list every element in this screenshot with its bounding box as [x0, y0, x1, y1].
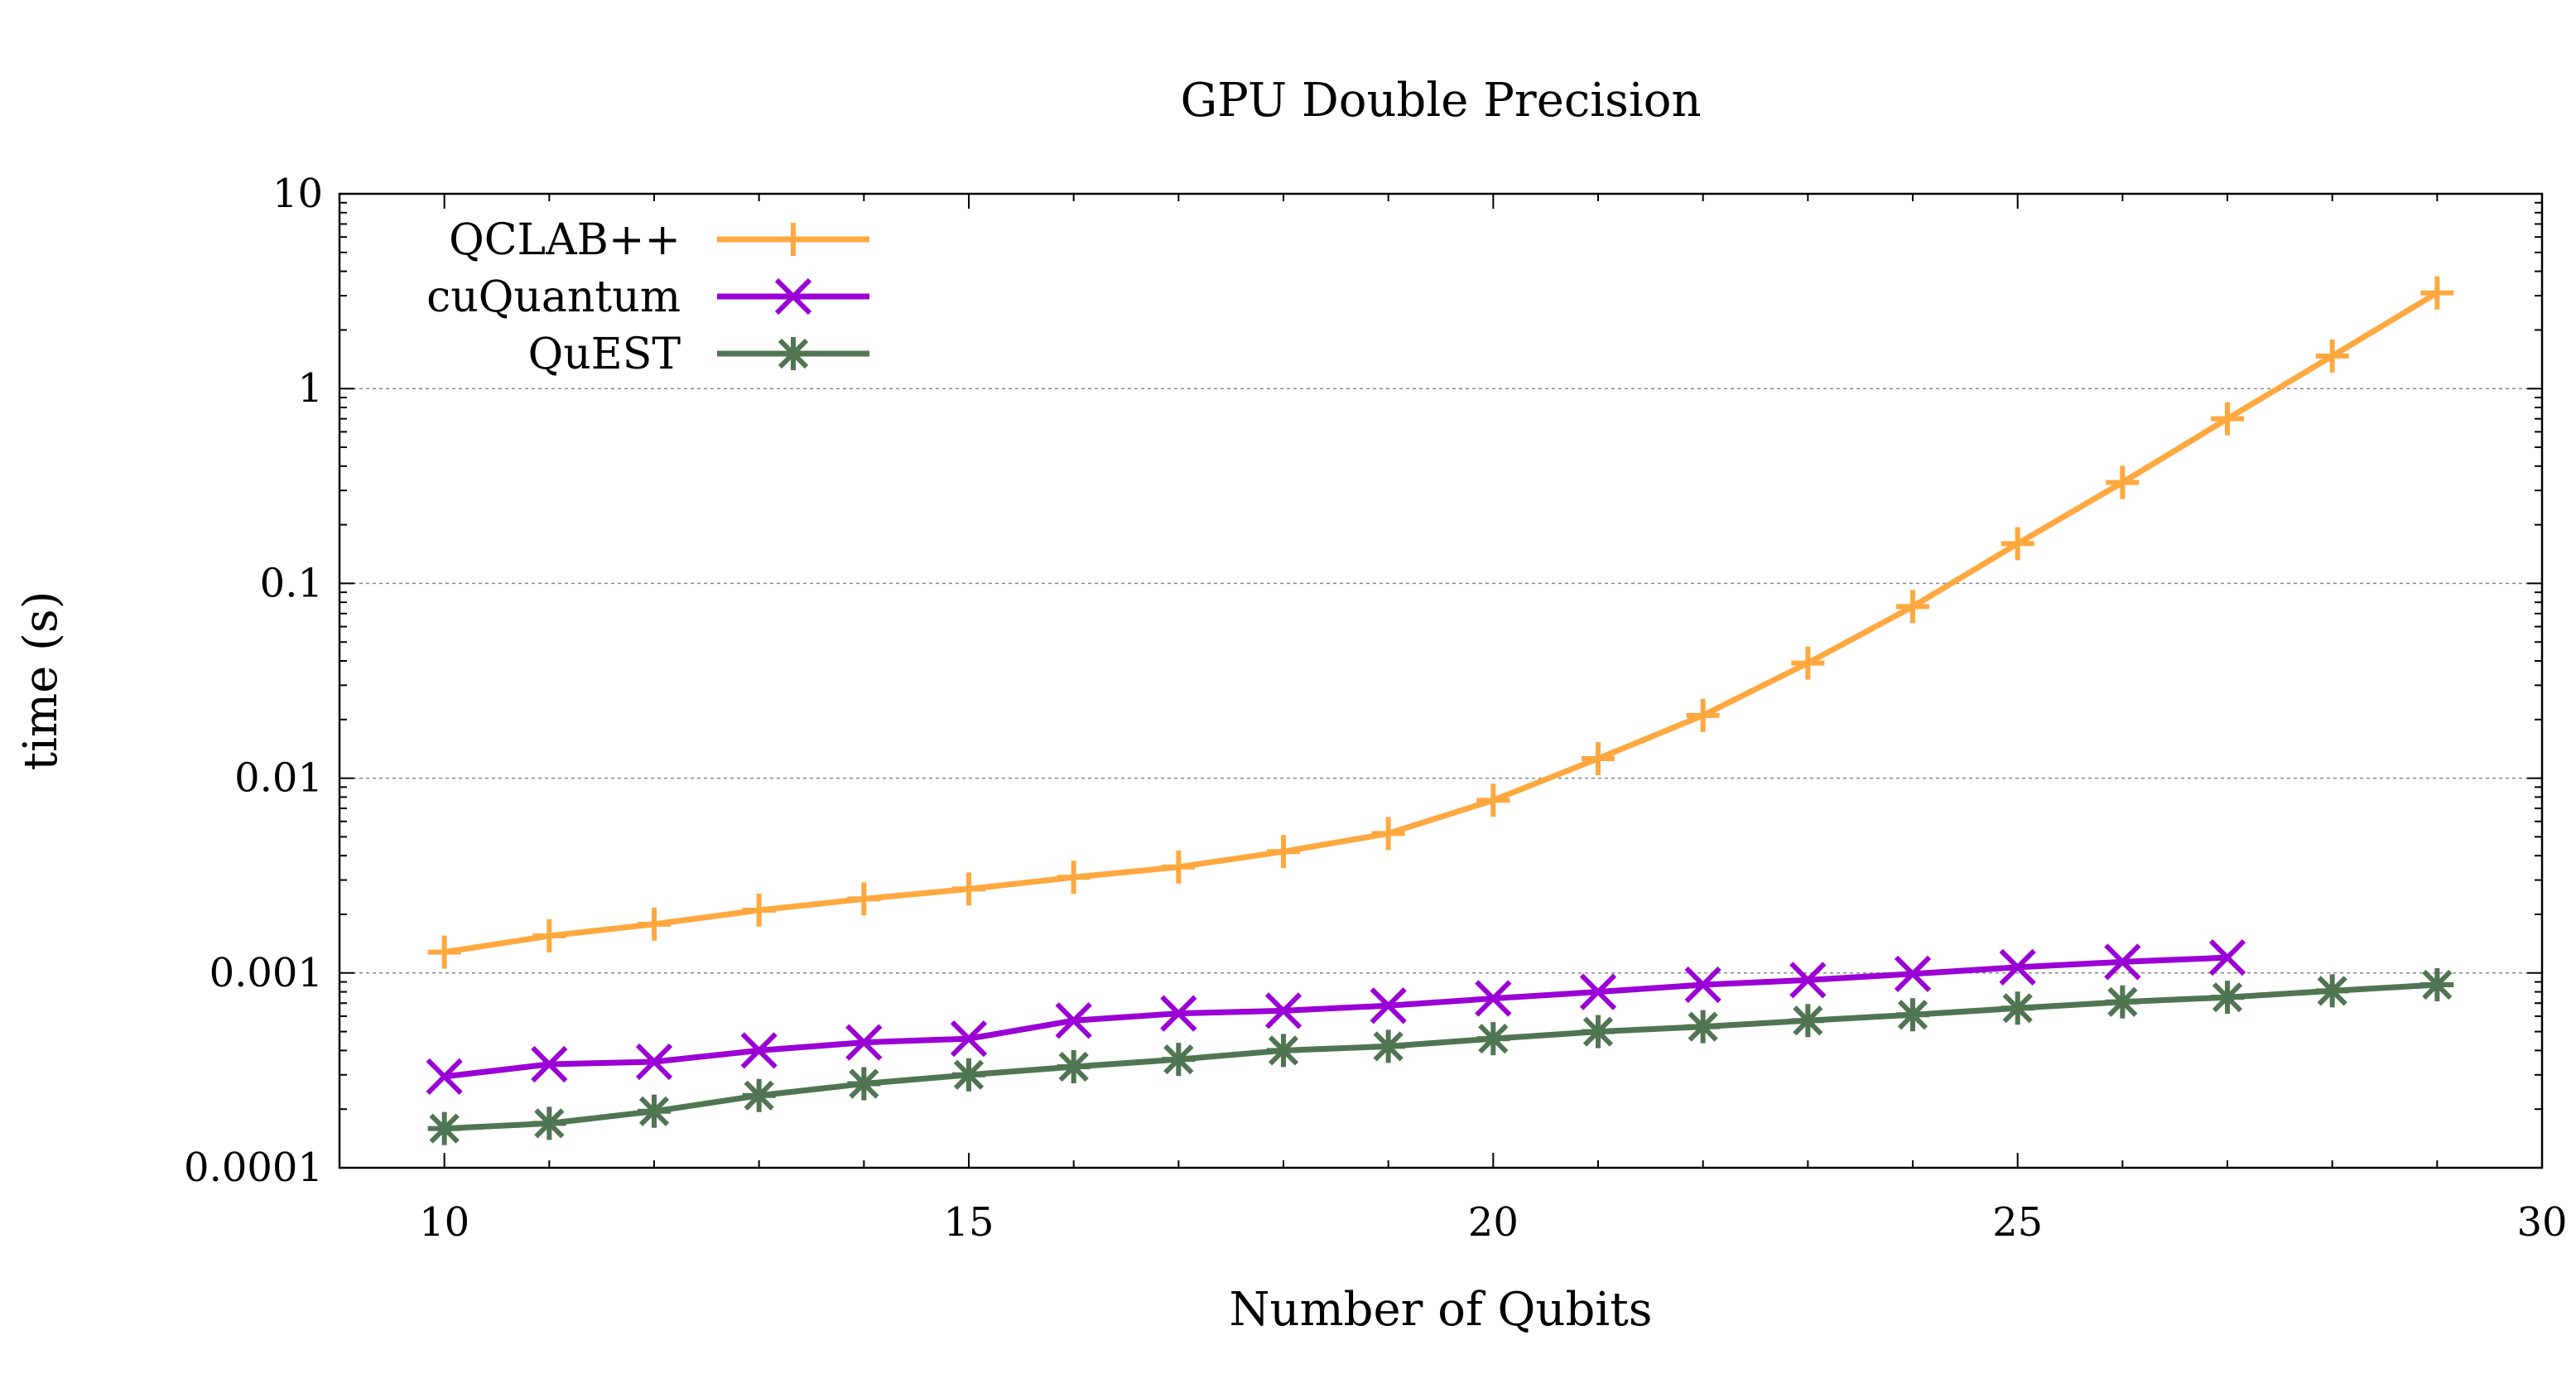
legend-label: QCLAB++ — [449, 215, 681, 265]
data-point — [1791, 1004, 1825, 1038]
data-point — [847, 1067, 881, 1101]
data-point — [847, 882, 881, 916]
data-point — [950, 1020, 988, 1058]
x-axis-label: Number of Qubits — [1230, 1283, 1653, 1337]
y-tick-label: 0.1 — [260, 560, 323, 606]
y-tick-label: 0.01 — [234, 755, 323, 802]
data-point — [1896, 590, 1929, 624]
x-tick-label: 30 — [2516, 1199, 2567, 1246]
y-tick-label: 1 — [297, 365, 323, 412]
x-tick-label: 20 — [1468, 1199, 1519, 1246]
data-point — [638, 907, 671, 941]
data-point — [1896, 998, 1929, 1032]
legend-entry: QCLAB++ — [449, 215, 869, 265]
data-point — [532, 919, 566, 953]
data-point — [638, 1094, 671, 1128]
legend-entry: cuQuantum — [426, 272, 869, 322]
series-cuquantum — [426, 939, 2246, 1095]
data-point — [740, 1032, 778, 1069]
series-qclab — [427, 276, 2454, 969]
data-point — [2211, 402, 2244, 436]
data-point — [531, 1045, 568, 1083]
legend: QCLAB++ cuQuantum QuEST — [426, 215, 869, 379]
legend-marker-icon — [777, 223, 810, 256]
ticks: 0.0001 0.001 0.01 0.1 1 10 10 15 20 25 30 — [184, 171, 2567, 1246]
plot-frame — [338, 192, 2544, 1169]
series-line — [444, 981, 2438, 1132]
data-point — [2106, 985, 2140, 1019]
data-point — [1057, 1050, 1091, 1084]
data-point — [1686, 698, 1720, 732]
data-point — [1267, 835, 1300, 869]
data-point — [1371, 1029, 1405, 1063]
data-point — [952, 872, 985, 906]
data-point — [2001, 991, 2034, 1025]
data-point — [1370, 987, 1407, 1024]
data-point — [1162, 850, 1196, 884]
data-point — [1789, 962, 1827, 999]
x-tick-label: 25 — [1992, 1199, 2043, 1246]
data-point — [1055, 1002, 1092, 1039]
data-point — [1894, 955, 1932, 992]
data-point — [1684, 966, 1721, 1004]
y-axis-label: time (s) — [14, 591, 68, 771]
data-point — [2420, 276, 2454, 310]
series-line — [444, 954, 2228, 1080]
data-point — [1999, 948, 2036, 986]
data-point — [1371, 817, 1405, 851]
data-point — [1582, 741, 1615, 775]
data-point — [1791, 646, 1825, 680]
data-point — [742, 894, 776, 928]
data-point — [1686, 1010, 1720, 1044]
series-quest — [427, 968, 2454, 1145]
data-point — [1162, 1043, 1196, 1077]
data-point — [635, 1043, 673, 1081]
grid — [339, 388, 2542, 974]
legend-marker-icon — [774, 277, 812, 316]
y-tick-label: 10 — [272, 171, 323, 217]
data-point — [1267, 1034, 1300, 1068]
chart-title: GPU Double Precision — [1180, 74, 1701, 128]
data-point — [532, 1106, 566, 1140]
legend-marker-icon — [777, 337, 810, 370]
data-point — [1475, 980, 1512, 1017]
x-tick-label: 10 — [419, 1199, 469, 1246]
data-point — [2104, 943, 2141, 981]
data-point — [2001, 527, 2034, 561]
data-point — [742, 1078, 776, 1112]
data-point — [2208, 939, 2246, 976]
legend-label: cuQuantum — [426, 272, 681, 322]
y-tick-label: 0.001 — [209, 950, 323, 996]
data-point — [427, 935, 461, 969]
data-point — [426, 1058, 463, 1095]
data-point — [1476, 1022, 1510, 1056]
legend-label: QuEST — [528, 330, 681, 379]
data-point — [2315, 974, 2349, 1008]
data-point — [427, 1111, 461, 1145]
y-tick-label: 0.0001 — [184, 1145, 323, 1191]
data-point — [1582, 1015, 1615, 1049]
data-point — [1579, 973, 1617, 1010]
data-point — [2106, 465, 2140, 499]
data-point — [1160, 995, 1197, 1032]
series-line — [444, 290, 2439, 956]
data-point — [845, 1024, 883, 1061]
data-point — [952, 1058, 985, 1092]
data-point — [1057, 861, 1091, 894]
data-point — [1476, 783, 1510, 817]
legend-entry: QuEST — [528, 330, 869, 379]
data-point — [2211, 981, 2244, 1015]
series-group — [426, 276, 2454, 1145]
data-point — [1264, 992, 1302, 1029]
data-point — [2420, 968, 2454, 1002]
data-point — [2315, 339, 2349, 373]
x-tick-label: 15 — [943, 1199, 994, 1246]
